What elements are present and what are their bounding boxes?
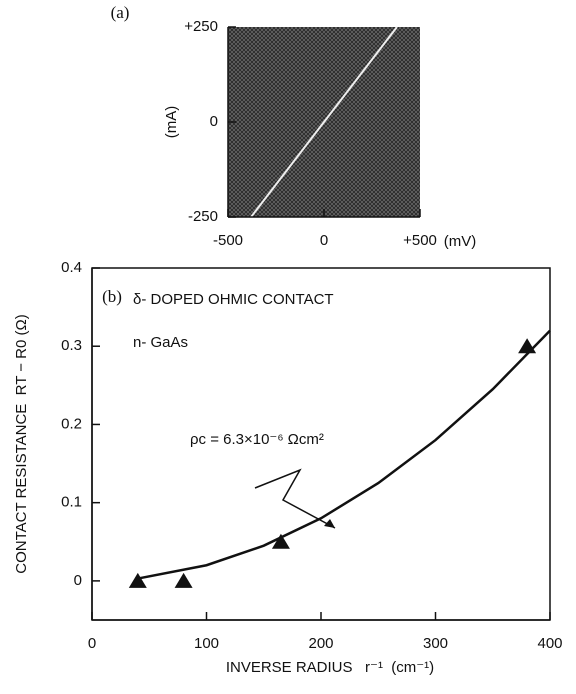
data-point <box>518 338 536 353</box>
data-point <box>129 573 147 588</box>
x-axis-label: (mV) <box>444 233 477 250</box>
x-tick-label: -500 <box>213 232 243 249</box>
figure: -500 0 +500 -250 0 +250 (mV) (mA) (a) δ- DOPED OH… <box>0 0 576 689</box>
annotation: ρc = 6.3×10⁻⁶ Ωcm² <box>190 431 324 448</box>
y-tick-label: 0.4 <box>61 259 82 276</box>
panel-label: (b) <box>102 287 122 306</box>
y-tick-label: 0.1 <box>61 494 82 511</box>
y-tick-label: 0.2 <box>61 415 82 432</box>
page: -500 0 +500 -250 0 +250 (mV) (mA) (a) δ- DOPED OH… <box>0 0 576 694</box>
y-tick-label: 0 <box>210 113 218 130</box>
y-tick-label: +250 <box>184 18 218 35</box>
data-point <box>175 573 193 588</box>
x-tick-label: 0 <box>88 635 96 652</box>
y-tick-label: 0 <box>74 572 82 589</box>
fit-curve <box>138 331 550 579</box>
x-tick-label: 300 <box>423 635 448 652</box>
annotation: δ- DOPED OHMIC CONTACT <box>133 291 334 308</box>
annotation: n- GaAs <box>133 334 188 351</box>
y-tick-label: 0.3 <box>61 337 82 354</box>
x-tick-label: 0 <box>320 232 328 249</box>
panel-label: (a) <box>111 3 130 22</box>
annotation-arrow <box>255 470 335 528</box>
x-tick-label: 400 <box>537 635 562 652</box>
y-axis-label: CONTACT RESISTANCE RT − R0 (Ω) <box>13 314 30 573</box>
y-axis-label: (mA) <box>163 106 180 139</box>
x-tick-label: 100 <box>194 635 219 652</box>
x-axis-label: INVERSE RADIUS r⁻¹ (cm⁻¹) <box>226 659 434 676</box>
x-tick-label: +500 <box>403 232 437 249</box>
y-tick-label: -250 <box>188 208 218 225</box>
x-tick-label: 200 <box>308 635 333 652</box>
